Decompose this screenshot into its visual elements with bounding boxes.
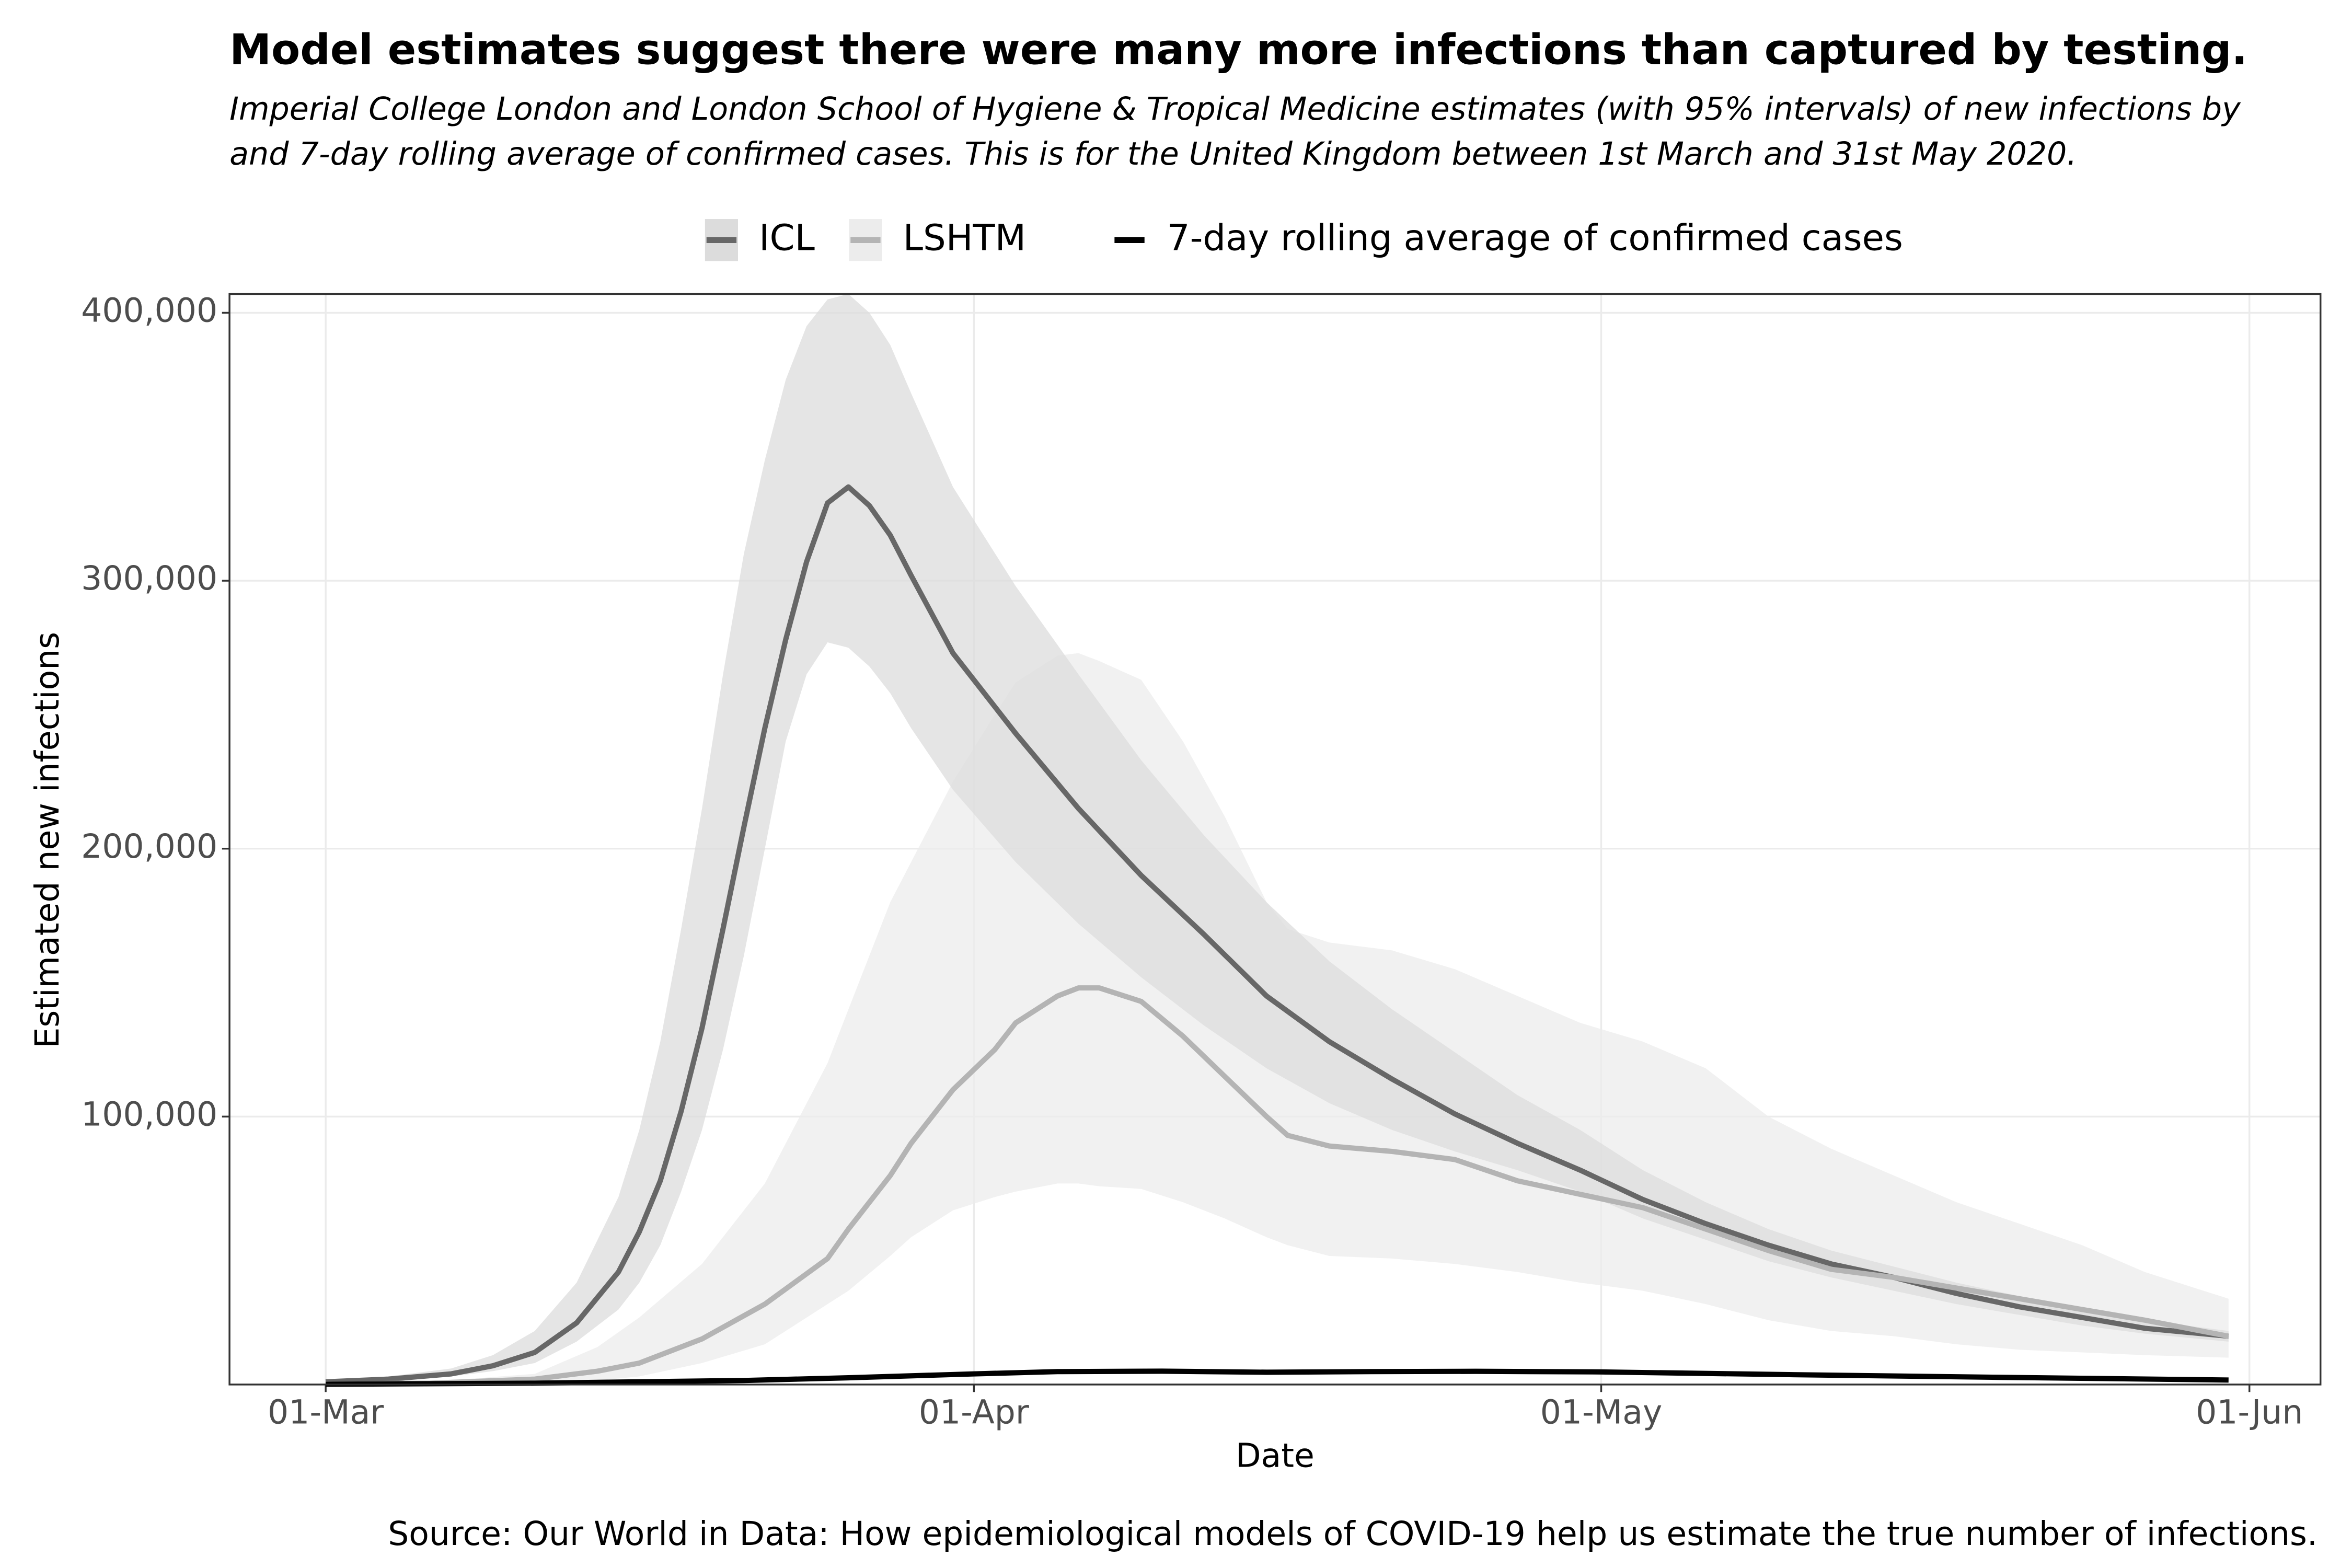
interval-band [326,294,2229,1383]
chart-subtitle: and 7-day rolling average of confirmed c… [229,136,2077,172]
y-tick-label: 400,000 [81,291,217,330]
y-tick-label: 300,000 [81,559,217,597]
legend-label: ICL [759,217,815,259]
legend-label: LSHTM [903,217,1026,259]
chart-subtitle: Imperial College London and London Schoo… [229,91,2241,128]
source-note: Source: Our World in Data: How epidemiol… [388,1514,2318,1553]
y-axis-title: Estimated new infections [28,632,66,1048]
y-tick-label: 200,000 [81,827,217,866]
y-tick-label: 100,000 [81,1094,217,1133]
plot-border [228,293,2322,1386]
series-line [326,1368,2229,1387]
x-tick-label: 01-Apr [919,1392,1029,1431]
series-line [325,484,2229,1385]
x-tick-label: 01-May [1540,1392,1663,1431]
series-line [326,985,2229,1387]
x-tick-label: 01-Jun [2196,1392,2303,1431]
x-axis-title: Date [1236,1436,1315,1475]
legend-label: 7-day rolling average of confirmed cases [1167,217,1903,259]
chart-title: Model estimates suggest there were many … [229,25,2247,74]
x-tick-label: 01-Mar [268,1392,384,1431]
